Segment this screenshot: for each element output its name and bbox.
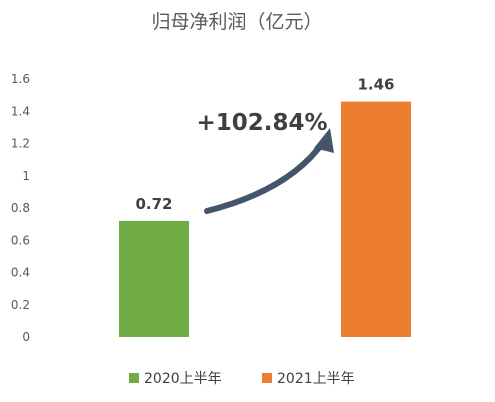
bar-value-label: 0.72 xyxy=(135,195,172,213)
bar-1 xyxy=(119,220,189,337)
y-axis-ticks: 0 0.2 0.4 0.6 0.8 1 1.2 1.4 1.6 xyxy=(11,72,30,344)
legend: 2020上半年 2021上半年 xyxy=(129,371,355,387)
growth-annotation: +102.84% xyxy=(196,110,327,136)
y-tick-label: 0.2 xyxy=(11,298,30,312)
y-tick-label: 1.2 xyxy=(11,137,30,151)
bar-2 xyxy=(341,101,411,337)
bars xyxy=(119,101,411,337)
y-tick-label: 0 xyxy=(22,330,30,344)
growth-arrowhead xyxy=(314,128,334,153)
y-tick-label: 0.4 xyxy=(11,266,30,280)
y-tick-label: 0.8 xyxy=(11,201,30,215)
legend-label: 2020上半年 xyxy=(144,371,222,387)
data-labels: 0.72 1.46 xyxy=(135,76,394,213)
legend-swatch xyxy=(262,373,272,383)
legend-label: 2021上半年 xyxy=(277,371,355,387)
bar-value-label: 1.46 xyxy=(357,76,394,94)
y-tick-label: 1.4 xyxy=(11,104,30,118)
y-tick-label: 0.6 xyxy=(11,233,30,247)
growth-arrow xyxy=(204,138,327,214)
legend-swatch xyxy=(129,373,139,383)
y-tick-label: 1.6 xyxy=(11,72,30,86)
y-tick-label: 1 xyxy=(22,169,30,183)
chart-title: 归母净利润（亿元） xyxy=(151,11,322,33)
